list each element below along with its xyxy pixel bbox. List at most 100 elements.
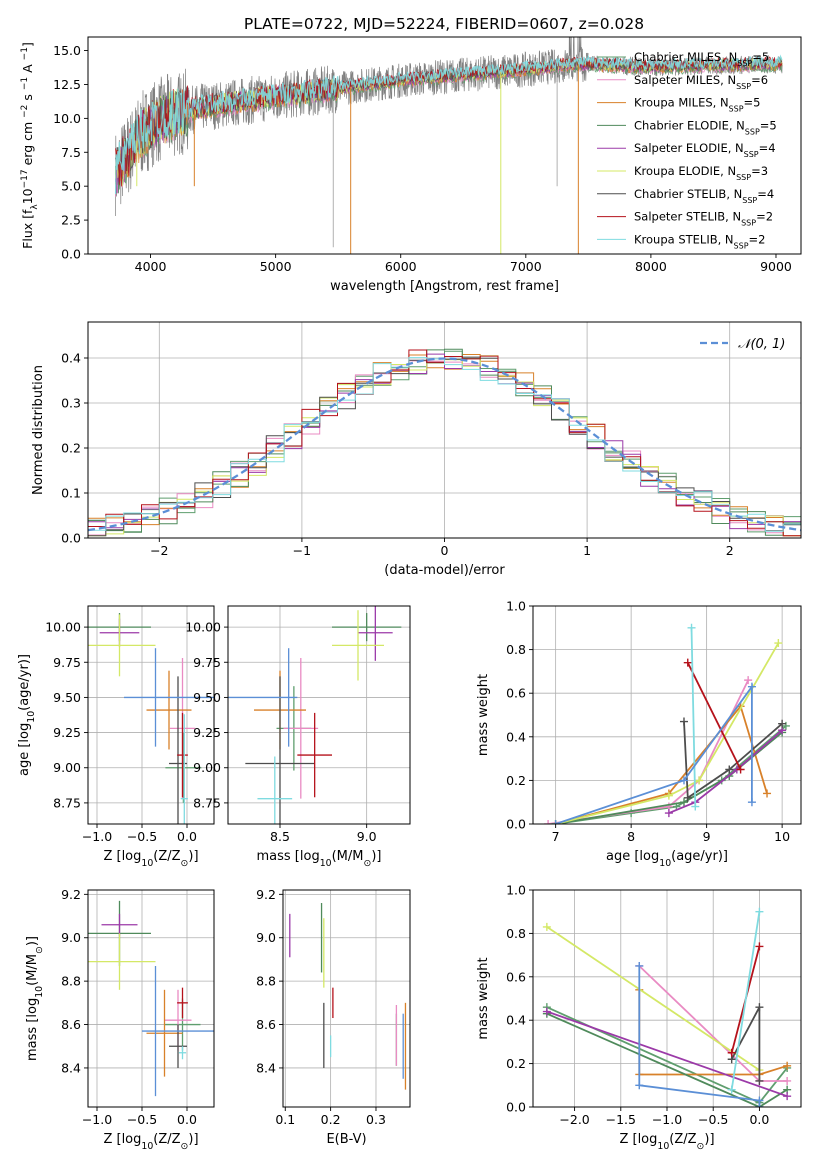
y-label-part: erg cm (20, 118, 35, 170)
x-label-part: (age/yr)] (671, 849, 728, 864)
mass-weight-line (555, 683, 753, 824)
x-label-part: )] (371, 849, 381, 864)
x-label-part: (Z/Z (153, 1132, 180, 1147)
y-label-part: mass [log (25, 998, 40, 1061)
x-tick-label: 0 (441, 543, 449, 558)
legend-n: =5 (752, 50, 769, 64)
y-label-part: s (20, 90, 35, 104)
x-tick-label: 8000 (635, 259, 667, 274)
figure-title: PLATE=0722, MJD=52224, FIBERID=0607, z=0… (244, 15, 644, 33)
mass-weight-marker (783, 1061, 792, 1070)
legend-text: Chabrier MILES, N (634, 50, 737, 64)
mass-weight-marker (744, 676, 753, 685)
x-label-part: Z [log (619, 1132, 657, 1147)
spectrum-legend: Chabrier MILES, N SSP =5 Salpeter MILES, N S… (597, 50, 777, 250)
mass-weight-marker (664, 809, 673, 818)
y-label-part: age [log (17, 723, 32, 776)
y-tick-label: 0.0 (61, 531, 81, 546)
x-tick-label: 1 (583, 543, 591, 558)
mass-weight-line (730, 1006, 761, 1081)
legend-label: Salpeter STELIB, NSSP=2 (634, 210, 773, 228)
y-tick-label: 9.0 (61, 930, 81, 945)
y-axis-label: mass weight (476, 957, 491, 1039)
mass-weight-marker (725, 765, 734, 774)
x-tick-label: 2 (726, 543, 734, 558)
mass-weight-marker (691, 802, 700, 811)
age-vs-z-panel: −1.0 −0.5 0.0 8.75 9.00 9.25 9.50 9.75 10.00 Z [l… (17, 605, 215, 869)
y-label-part: Flux [f (20, 209, 35, 249)
x-label-part: (Z/Z (669, 1132, 696, 1147)
legend-text: Salpeter MILES, N (634, 73, 736, 87)
x-label-part: E(B-V) (326, 1132, 366, 1147)
x-tick-label: −1.5 (606, 1112, 636, 1127)
mass-weight-marker (727, 1085, 736, 1094)
x-axis-label: Z [log10(Z/Z⊙)] (619, 1132, 714, 1152)
mass-vs-ebv-panel: 0.1 0.2 0.3 8.4 8.6 8.8 9.0 9.2 E(B-V) (256, 887, 411, 1147)
x-label-part: age [log (606, 849, 659, 864)
y-label-part: −2 (20, 105, 30, 118)
axes-frame (87, 605, 215, 825)
mass-weight-marker (763, 789, 772, 798)
mass-weight-marker (778, 719, 787, 728)
y-tick-label: 8.6 (61, 1017, 81, 1032)
x-tick-label: 0.0 (177, 1112, 197, 1127)
x-tick-label: −2.0 (559, 1112, 589, 1127)
x-label-sub: 10 (659, 858, 671, 869)
mass-weight-marker (664, 791, 673, 800)
y-tick-label: 5.0 (61, 179, 81, 194)
y-tick-label: 0.4 (61, 351, 81, 366)
legend-text: Kroupa MILES, N (634, 96, 729, 110)
x-label-part: wavelength [Angstrom, rest frame] (330, 279, 559, 294)
x-tick-label: −2 (150, 543, 168, 558)
y-label-part: (M/M (25, 954, 40, 986)
residuals-plot-area (88, 322, 801, 538)
legend-sub: SSP (741, 218, 756, 227)
mass-weight-line (547, 679, 750, 824)
x-label-sub: 10 (657, 1141, 669, 1152)
x-axis-label: E(B-V) (326, 1132, 366, 1147)
x-tick-label: −1.0 (82, 829, 112, 844)
mass-weight-marker (683, 793, 692, 802)
y-tick-label: 8.75 (193, 795, 221, 810)
y-tick-label: 0.0 (61, 247, 81, 262)
legend-sub: SSP (736, 173, 751, 182)
mass-weight-marker (542, 922, 551, 931)
x-label-part: )] (188, 849, 198, 864)
x-tick-label: 0.1 (275, 1112, 295, 1127)
y-label-part: A (20, 60, 35, 77)
mass-weight-line (683, 721, 783, 800)
mass-weight-marker (679, 798, 688, 807)
x-tick-label: 0.2 (321, 1112, 341, 1127)
normal-curve (88, 357, 801, 532)
model-spectrum (115, 56, 783, 187)
mass-weight-line (546, 1012, 788, 1107)
mass-weight-marker (635, 961, 644, 970)
y-tick-label: 10.00 (185, 620, 221, 635)
x-tick-label: 8 (627, 829, 635, 844)
y-tick-label: 0.1 (61, 486, 81, 501)
x-tick-label: 0.0 (177, 829, 197, 844)
x-label-sub: ⊙ (363, 858, 371, 869)
y-tick-label: 15.0 (53, 43, 81, 58)
x-label-part: )] (704, 1132, 714, 1147)
axes-frame (87, 36, 802, 255)
x-label-sub: 10 (320, 858, 332, 869)
y-tick-label: 0.4 (506, 729, 526, 744)
y-label-part: ] (20, 42, 35, 47)
mass-weight-marker (747, 682, 756, 691)
y-tick-label: 0.8 (506, 926, 526, 941)
x-axis-label: (data-model)/error (384, 563, 505, 578)
mass-weight-marker (755, 1076, 764, 1085)
legend-n: =6 (751, 73, 768, 87)
x-tick-label: −1 (293, 543, 311, 558)
x-label-sub: ⊙ (697, 1141, 705, 1152)
x-tick-label: −1.0 (82, 1112, 112, 1127)
y-label-part: −17 (20, 169, 30, 188)
y-tick-label: 12.5 (53, 77, 81, 92)
mass-weight-line (730, 911, 761, 1090)
x-label-part: Z [log (103, 849, 141, 864)
mass-weight-marker (544, 820, 553, 824)
y-tick-label: 8.75 (53, 795, 81, 810)
y-tick-label: 0.6 (506, 969, 526, 984)
